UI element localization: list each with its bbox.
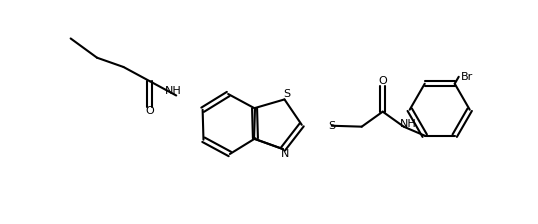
Text: NH: NH <box>400 119 417 129</box>
Text: NH: NH <box>165 86 182 97</box>
Text: O: O <box>145 106 154 116</box>
Text: N: N <box>281 149 289 159</box>
Text: S: S <box>283 89 290 99</box>
Text: Br: Br <box>461 72 473 82</box>
Text: S: S <box>328 121 335 131</box>
Text: O: O <box>378 76 387 86</box>
